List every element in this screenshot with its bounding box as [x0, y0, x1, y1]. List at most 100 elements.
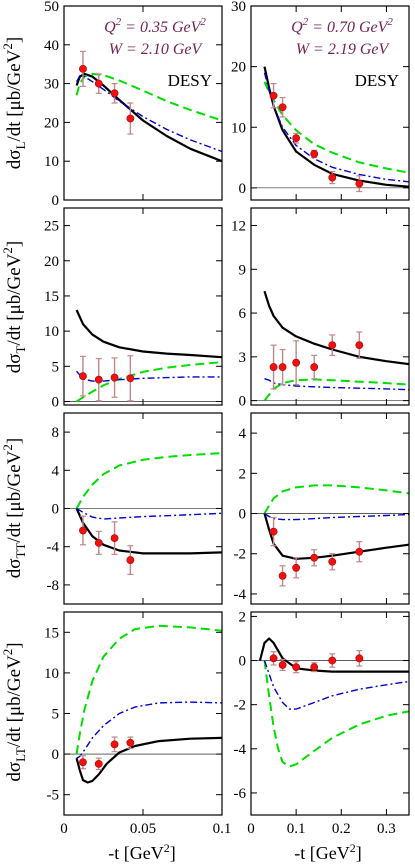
curve-dashed — [263, 484, 409, 514]
data-point — [328, 341, 337, 350]
data-point — [94, 538, 103, 547]
curve-dashdot — [75, 75, 222, 153]
data-point — [126, 114, 135, 123]
x-tick-label: 0.1 — [287, 821, 306, 837]
x-tick-label: 0.2 — [332, 821, 351, 837]
data-point — [292, 563, 301, 572]
y-label-T: dσT/dt [μb/GeV2] — [0, 241, 28, 374]
data-point — [94, 759, 103, 768]
y-tick-label: 15 — [44, 625, 59, 641]
facility-label: DESY — [355, 71, 399, 90]
data-point — [94, 79, 103, 88]
y-tick-label: 30 — [231, 0, 246, 15]
data-point — [278, 571, 287, 580]
y-tick-label: 0 — [239, 507, 247, 523]
y-tick-label: 2 — [239, 466, 247, 482]
y-tick-label: 0 — [239, 654, 247, 670]
y-label-TT: dσTT/dt [μb/GeV2] — [0, 438, 28, 578]
data-point — [269, 527, 278, 536]
data-point — [110, 740, 119, 749]
data-point — [328, 656, 337, 665]
y-tick-label: 25 — [44, 219, 59, 235]
y-tick-label: -6 — [234, 786, 247, 802]
x-tick-label: 0.3 — [377, 821, 396, 837]
facility-label: DESY — [168, 71, 212, 90]
curve-dashdot — [264, 378, 409, 391]
data-point — [126, 374, 135, 383]
y-tick-label: 10 — [44, 324, 59, 340]
data-point — [79, 64, 87, 73]
y-tick-label: 40 — [44, 38, 59, 54]
y-tick-label: 0 — [52, 747, 60, 763]
x-tick-label: 0.1 — [213, 821, 232, 837]
data-point — [110, 89, 119, 98]
curve-dashed — [75, 72, 222, 122]
curve-dashdot — [76, 507, 222, 520]
data-point — [79, 372, 87, 381]
data-point — [355, 654, 364, 663]
panel-T-right: 0 3 6 9 12 — [231, 207, 410, 410]
curve-dashdot — [263, 660, 409, 710]
y-tick-label: -8 — [47, 578, 60, 594]
data-point — [310, 663, 319, 672]
kinematics-w: W = 2.10 GeV — [109, 41, 204, 58]
data-point — [79, 758, 87, 767]
curve-dashed — [263, 660, 409, 768]
panel-frame — [250, 207, 410, 406]
y-tick-label: 5 — [52, 359, 60, 375]
kinematics-q2: Q2 = 0.35 GeV2 — [104, 16, 206, 36]
curve-dashed — [75, 624, 222, 755]
kinematics-q2: Q2 = 0.70 GeV2 — [291, 16, 393, 36]
data-point — [328, 173, 337, 182]
data-point — [292, 663, 301, 672]
panel-L-right: 0 10 20 30 Q2 = 0.70 GeV2 W = 2.19 GeV DESY — [231, 0, 410, 201]
panel-LT-right: -6 -4 -2 0 2 0 0.1 0.2 0.3 — [234, 609, 410, 837]
data-point — [292, 134, 301, 143]
data-point — [355, 179, 364, 188]
panel-T-left: 0 5 10 15 20 25 — [44, 207, 223, 410]
y-tick-label: 0 — [52, 394, 60, 410]
panel-frame — [250, 5, 410, 201]
data-point — [328, 557, 337, 566]
y-tick-label: 4 — [52, 463, 60, 479]
y-tick-label: 6 — [239, 306, 247, 322]
panel-L-left: 0 10 20 30 40 50 Q2 = 0.35 GeV2 W = 2.10 GeV DES… — [44, 0, 223, 209]
curve-dashed — [263, 81, 409, 174]
data-point — [269, 91, 278, 100]
data-point — [94, 375, 103, 384]
curve-dashdot — [76, 370, 222, 382]
curve-dashdot — [264, 512, 409, 521]
y-tick-label: 50 — [44, 0, 59, 15]
y-tick-label: -4 — [47, 540, 60, 556]
panel-frame — [63, 207, 223, 406]
data-point — [126, 738, 135, 747]
y-tick-label: 10 — [44, 154, 59, 170]
data-point — [278, 661, 287, 669]
panel-frame — [63, 611, 223, 816]
y-tick-label: 9 — [239, 262, 247, 278]
y-tick-label: -5 — [47, 788, 60, 804]
data-point — [355, 547, 364, 556]
y-label-LT: dσLT/dt [μb/GeV2] — [0, 642, 28, 781]
y-tick-label: 0 — [52, 502, 60, 518]
y-tick-label: -2 — [234, 698, 247, 714]
y-tick-label: -4 — [234, 742, 247, 758]
data-point — [79, 526, 87, 535]
x-tick-label: 0.05 — [130, 821, 156, 837]
panel-frame — [250, 611, 410, 816]
data-point — [110, 373, 119, 382]
y-tick-label: 8 — [52, 425, 60, 441]
data-point — [110, 534, 119, 543]
y-tick-label: 0 — [239, 394, 247, 410]
y-tick-label: 5 — [52, 707, 60, 723]
y-label-L: dσL/dt [μb/GeV2] — [0, 37, 28, 170]
panel-TT-right: -4 -2 0 2 4 — [234, 412, 410, 605]
panel-LT-left: -5 0 5 10 15 0 0.05 0.1 — [44, 611, 232, 837]
y-tick-label: 2 — [239, 609, 247, 625]
y-tick-label: 4 — [239, 426, 247, 442]
y-tick-label: 20 — [44, 254, 59, 270]
kinematics-w: W = 2.19 GeV — [296, 41, 391, 58]
y-tick-label: 10 — [231, 120, 246, 136]
x-tick-label: 0 — [60, 821, 68, 837]
